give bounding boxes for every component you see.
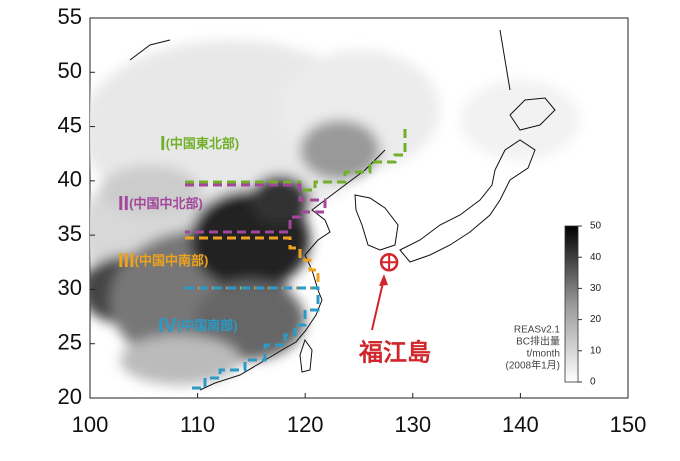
colorbar-caption: BC排出量 [516,335,560,348]
colorbar-tick-label: 20 [590,314,602,325]
y-tick-label: 35 [58,221,82,246]
region-name: (中国中北部) [129,196,203,211]
region-label: II(中国中北部) [118,193,203,215]
colorbar [564,225,579,383]
region-label: III(中国中南部) [118,250,208,272]
colorbar-tick-label: 0 [590,377,596,388]
region-label: I(中国東北部) [160,133,239,155]
y-tick-label: 25 [58,330,82,355]
region-name: (中国東北部) [166,136,240,151]
colorbar-tick-label: 50 [590,221,602,232]
colorbar-tick-label: 10 [590,345,602,356]
region-numeral: I [160,133,166,155]
region-label: IV(中国南部) [158,315,238,337]
x-tick-label: 130 [394,412,431,437]
region-name: (中国中南部) [135,253,209,268]
region-boundaries [185,128,407,390]
region-numeral: IV [158,315,178,337]
y-tick-label: 55 [58,4,82,29]
colorbar-caption: (2008年1月) [506,359,560,372]
y-tick-label: 30 [58,275,82,300]
region-numeral: II [118,193,129,215]
x-tick-label: 140 [502,412,539,437]
x-tick-label: 120 [287,412,324,437]
emission-field [90,29,580,391]
marker-cross [381,254,398,271]
colorbar-tick-label: 30 [590,283,602,294]
x-tick-label: 110 [180,412,215,437]
arrow-head [379,274,388,286]
pointer-arrow [371,277,385,331]
x-tick-label: 100 [72,412,109,437]
colorbar-caption: REASv2.1 [514,325,561,336]
y-tick-label: 40 [58,167,82,192]
y-tick-label: 45 [58,112,82,137]
y-tick-label: 20 [58,384,82,409]
region-numeral: III [118,250,135,272]
colorbar-tick-label: 40 [590,252,602,263]
y-tick-label: 50 [58,58,82,83]
region-name: (中国南部) [177,318,238,333]
x-tick-label: 150 [610,412,647,437]
colorbar-caption: t/month [527,349,560,360]
marker-label: 福江島 [358,338,431,366]
